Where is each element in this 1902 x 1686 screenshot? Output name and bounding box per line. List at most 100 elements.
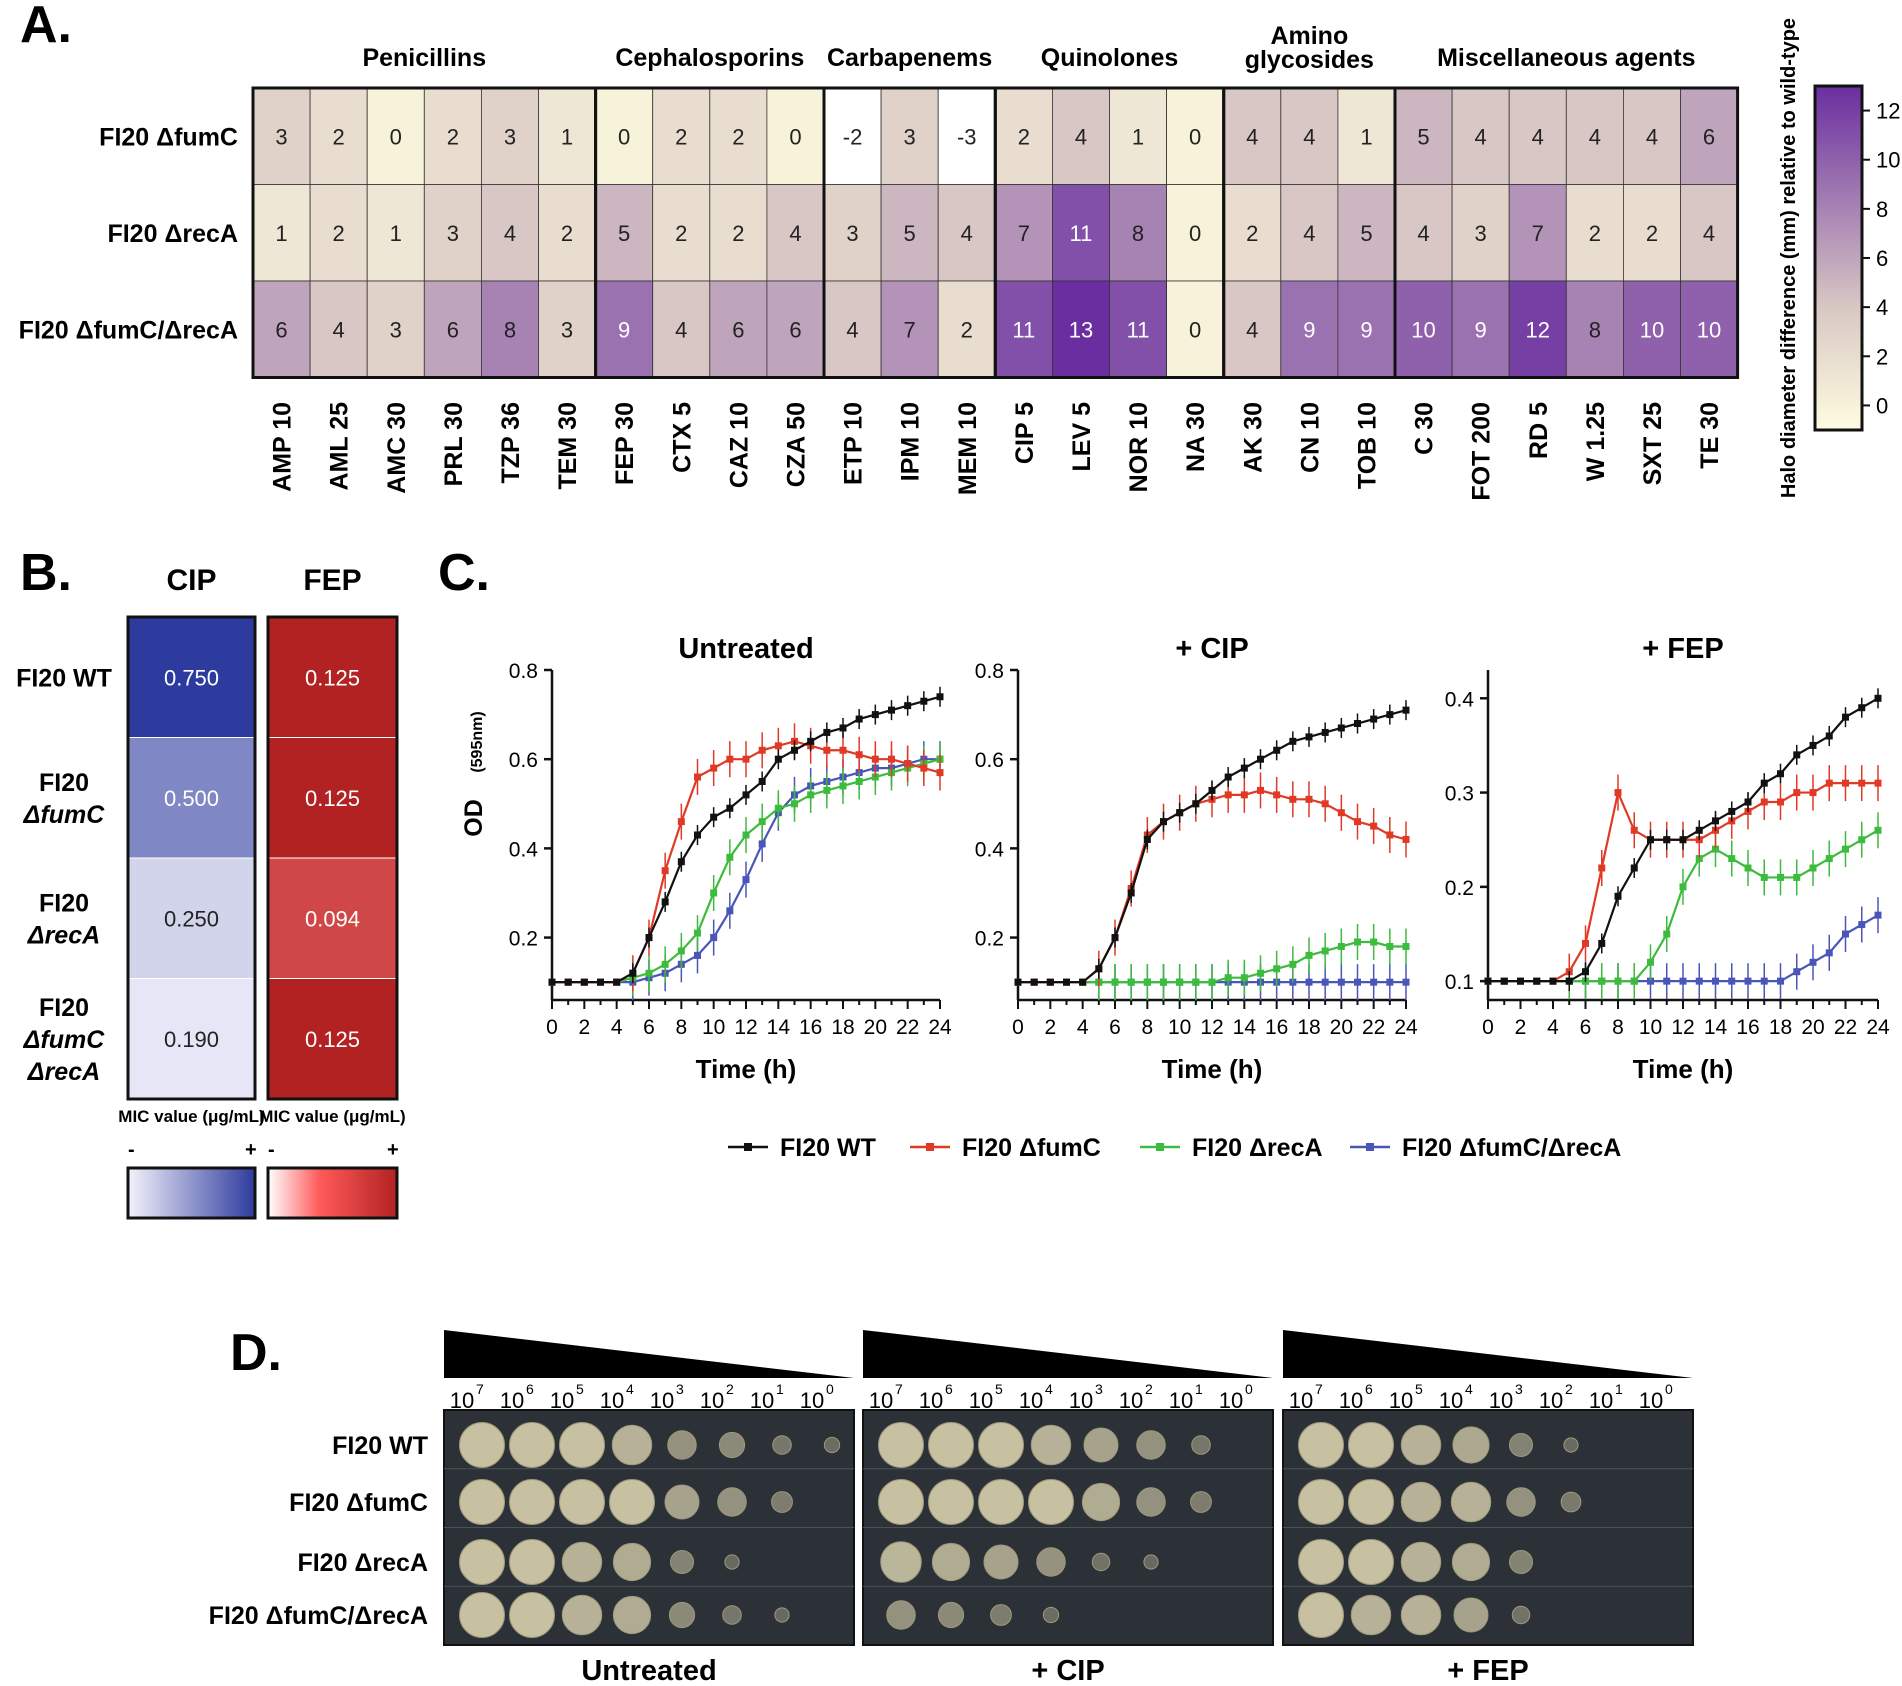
x-tick-label: 14 [1704, 1016, 1728, 1039]
x-tick-label: 24 [1394, 1016, 1418, 1039]
dilution-wedge [863, 1330, 1273, 1378]
heat-cell [1451, 87, 1510, 185]
heat-cell-value: 13 [1069, 317, 1093, 342]
condition-label: + CIP [1031, 1655, 1104, 1686]
series-point-double [1809, 958, 1817, 966]
heat-cell-value: 8 [1132, 221, 1144, 246]
heat-cell-value: 0 [789, 124, 801, 149]
spot-strain-label: FI20 ΔfumC [289, 1489, 428, 1517]
dilution-exponent: 1 [1195, 1381, 1203, 1397]
dilution-label: 10 [1339, 1388, 1363, 1413]
antibiotic-label: LEV 5 [1068, 402, 1096, 472]
heat-cell [1451, 280, 1510, 378]
series-point-double [758, 840, 766, 848]
series-point-wt [1712, 817, 1719, 825]
colony-spot [823, 1436, 841, 1454]
antibiotic-label: W 1.25 [1582, 402, 1610, 481]
heat-cell [366, 280, 425, 378]
x-tick-label: 4 [1077, 1016, 1089, 1039]
mic-cell-value: 0.750 [164, 665, 219, 690]
heat-cell [1623, 280, 1681, 378]
panel-label-d: D. [230, 1324, 282, 1382]
series-point-wt [661, 898, 669, 906]
halo-colorbar: 0 2 4 6 8 10 12 [1813, 84, 1900, 432]
dilution-exponent: 6 [1365, 1381, 1373, 1397]
series-point-recA [1305, 951, 1313, 959]
mic-legend-gradient [126, 1166, 257, 1220]
heat-cell [595, 280, 654, 378]
series-point-recA [1273, 965, 1281, 973]
heat-cell [994, 87, 1053, 185]
series-point-double [1305, 978, 1313, 986]
dilution-label: 10 [600, 1388, 624, 1413]
heat-cell [1223, 87, 1282, 185]
heat-cell-value: 8 [1589, 317, 1601, 342]
series-point-recA [1744, 864, 1752, 872]
class-label: Quinolones [1041, 44, 1179, 72]
heat-cell [880, 87, 939, 185]
colorbar-tick-label: 2 [1876, 344, 1888, 369]
heat-cell-value: 7 [1532, 221, 1544, 246]
heat-cell [423, 184, 482, 282]
class-label-line2: glycosides [1245, 46, 1374, 74]
series-point-wt [1240, 764, 1248, 772]
mic-cell-value: 0.250 [164, 906, 219, 931]
series-point-wt [1760, 779, 1768, 787]
heat-cell-value: 9 [618, 317, 630, 342]
colony-spot [717, 1487, 747, 1517]
y-tick-label: 0.4 [1445, 688, 1475, 711]
heat-cell-value: 3 [504, 124, 516, 149]
series-point-wt [1273, 746, 1281, 754]
colony-spot [724, 1554, 740, 1570]
colony-spot [878, 1479, 924, 1525]
group-border [1393, 86, 1740, 379]
mic-legend: MIC value (μg/mL)- +MIC value (μg/mL)- + [118, 1107, 406, 1220]
series-point-recA [1679, 883, 1687, 891]
x-tick-label: 20 [864, 1016, 887, 1039]
mic-legend-plus: + [245, 1139, 257, 1161]
heat-cell-value: 4 [1246, 124, 1258, 149]
mic-cell-value: 0.190 [164, 1027, 219, 1052]
halo-heatmap-cells: 3 2 0 2 3 1 0 2 2 0 -2 3 -3 2 4 1 0 4 4 1 5 4 4 4 4 61 2 1 3 4 2 5 2 2 4 3 5… [251, 86, 1740, 379]
colony-spot [990, 1604, 1012, 1626]
heat-cell [1565, 184, 1624, 282]
colorbar-tick-label: 4 [1876, 295, 1888, 320]
dilution-label: 10 [1169, 1388, 1193, 1413]
series-point-fumC [1809, 789, 1817, 797]
series-point-fumC [1825, 779, 1833, 787]
series-point-double [1842, 930, 1849, 938]
series-point-wt [1224, 773, 1232, 781]
heat-cell-value: 1 [390, 221, 402, 246]
series-point-recA [1386, 942, 1394, 950]
series-point-recA [1858, 836, 1866, 844]
heat-cell [1508, 280, 1567, 378]
series-point-wt [936, 693, 944, 701]
heat-cell-value: 5 [1417, 124, 1429, 149]
colony-spot [1509, 1550, 1533, 1574]
panel-label-a: A. [20, 0, 72, 54]
series-point-wt [1809, 741, 1817, 749]
y-tick-label: 0.4 [975, 838, 1005, 861]
mic-cell-value: 0.500 [164, 786, 219, 811]
heat-cell [1280, 184, 1339, 282]
dilution-label: 10 [919, 1388, 943, 1413]
colony-spot [1511, 1605, 1531, 1625]
series-point-fumC [936, 769, 944, 777]
heat-cell [937, 87, 996, 185]
mic-column-title: FEP [303, 564, 361, 597]
series-point-fumC [1240, 791, 1248, 799]
series-point-fumC [1793, 789, 1801, 797]
series-point-double [1354, 978, 1361, 986]
antibiotic-class-labels: Penicillins Cephalosporins Carbapenems Quin… [362, 22, 1695, 74]
series-point-fumC [1224, 791, 1232, 799]
series-point-fumC [1858, 779, 1866, 787]
series-point-fumC [1354, 818, 1361, 826]
series-point-wt [1337, 724, 1345, 732]
series-point-recA [774, 804, 782, 812]
colony-spot [459, 1422, 505, 1468]
x-tick-label: 6 [1580, 1016, 1592, 1039]
mic-cell [127, 857, 256, 979]
series-point-wt [1598, 939, 1606, 947]
series-point-wt [1533, 977, 1541, 985]
heat-cell [1337, 184, 1396, 282]
